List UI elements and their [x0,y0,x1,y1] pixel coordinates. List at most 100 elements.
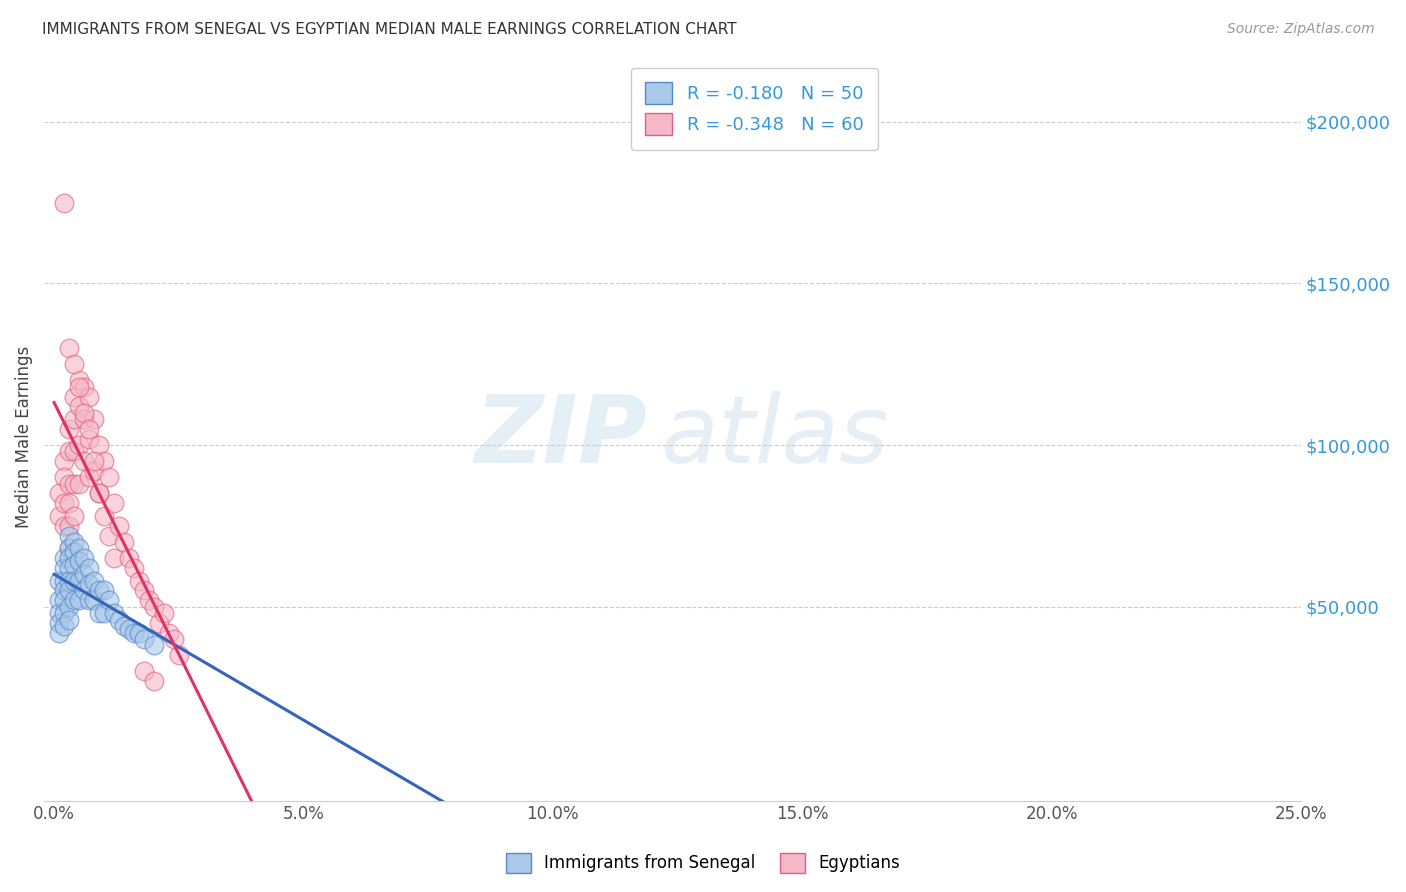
Point [58,574,80,588]
Point [53,496,76,510]
Point [157,625,180,640]
Point [73,412,96,426]
Point [142,673,165,688]
Point [73,380,96,394]
Point [67,541,90,556]
Point [58,422,80,436]
Point [77,422,100,436]
Text: atlas: atlas [659,392,889,483]
Point [93,454,115,468]
Point [67,438,90,452]
Point [122,625,145,640]
Point [53,518,76,533]
Point [48,593,70,607]
Point [48,509,70,524]
Point [77,470,100,484]
Point [83,574,105,588]
Point [132,665,155,679]
Point [63,412,86,426]
Point [87,486,110,500]
Point [97,470,120,484]
Point [108,613,131,627]
Point [87,486,110,500]
Point [48,486,70,500]
Point [67,399,90,413]
Point [167,648,190,662]
Point [67,380,90,394]
Point [63,558,86,572]
Point [67,574,90,588]
Point [53,195,76,210]
Point [97,593,120,607]
Point [58,561,80,575]
Point [63,574,86,588]
Point [142,599,165,614]
Point [132,583,155,598]
Point [73,406,96,420]
Point [112,619,135,633]
Point [73,454,96,468]
Point [58,583,80,598]
Point [58,541,80,556]
Point [58,528,80,542]
Point [63,544,86,558]
Text: IMMIGRANTS FROM SENEGAL VS EGYPTIAN MEDIAN MALE EARNINGS CORRELATION CHART: IMMIGRANTS FROM SENEGAL VS EGYPTIAN MEDI… [42,22,737,37]
Point [97,528,120,542]
Point [77,432,100,446]
Point [53,470,76,484]
Point [138,593,160,607]
Point [103,496,125,510]
Point [93,606,115,620]
Point [132,632,155,646]
Point [128,574,150,588]
Point [53,619,76,633]
Point [58,496,80,510]
Point [67,593,90,607]
Point [118,551,141,566]
Point [58,541,80,556]
Point [87,438,110,452]
Point [83,412,105,426]
Point [73,551,96,566]
Point [108,518,131,533]
Point [63,509,86,524]
Point [63,390,86,404]
Text: ZIP: ZIP [475,391,647,483]
Legend: R = -0.180   N = 50, R = -0.348   N = 60: R = -0.180 N = 50, R = -0.348 N = 60 [631,68,877,150]
Point [63,535,86,549]
Point [67,476,90,491]
Point [53,551,76,566]
Point [142,639,165,653]
Point [58,476,80,491]
Point [87,583,110,598]
Point [53,561,76,575]
Point [48,574,70,588]
Point [63,593,86,607]
Y-axis label: Median Male Earnings: Median Male Earnings [15,346,32,528]
Point [63,444,86,458]
Point [153,606,176,620]
Point [103,606,125,620]
Point [77,577,100,591]
Point [58,551,80,566]
Point [58,341,80,355]
Point [58,613,80,627]
Point [148,615,170,630]
Point [48,615,70,630]
Point [53,583,76,598]
Point [63,476,86,491]
Point [63,357,86,371]
Point [103,551,125,566]
Point [48,606,70,620]
Point [53,593,76,607]
Point [93,509,115,524]
Point [87,606,110,620]
Point [93,583,115,598]
Point [67,373,90,387]
Point [83,593,105,607]
Point [48,625,70,640]
Point [83,454,105,468]
Text: Source: ZipAtlas.com: Source: ZipAtlas.com [1227,22,1375,37]
Point [77,390,100,404]
Legend: Immigrants from Senegal, Egyptians: Immigrants from Senegal, Egyptians [499,847,907,880]
